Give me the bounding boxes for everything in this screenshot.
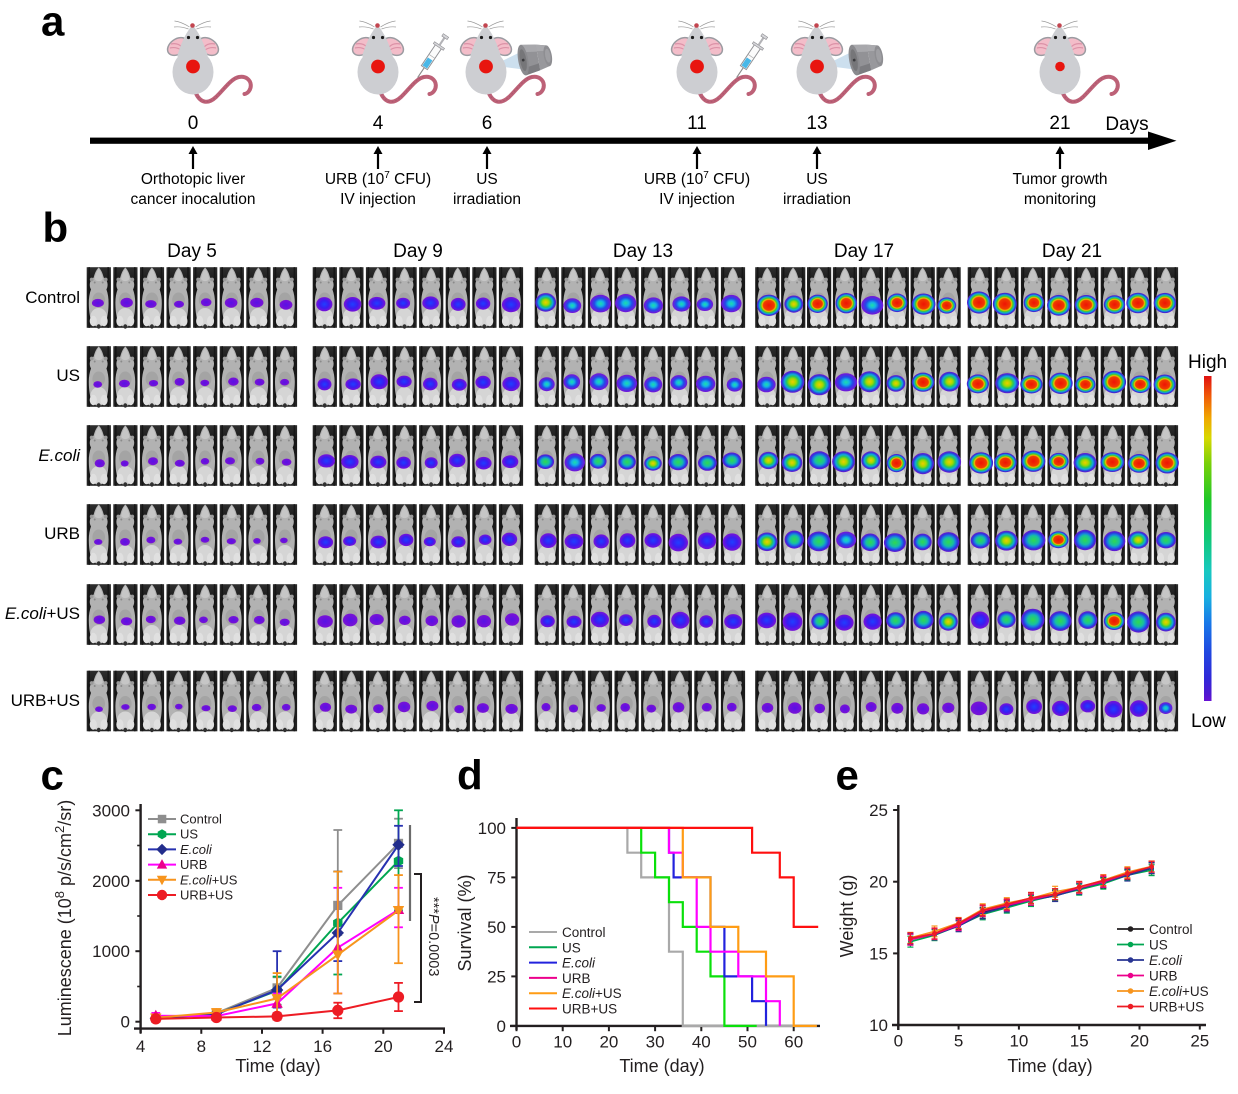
svg-text:10: 10 bbox=[1009, 1032, 1028, 1051]
svg-text:URB+US: URB+US bbox=[1149, 1000, 1204, 1015]
svg-text:25: 25 bbox=[869, 801, 888, 820]
svg-text:24: 24 bbox=[435, 1037, 454, 1056]
svg-text:E.coli: E.coli bbox=[180, 842, 213, 857]
svg-text:URB: URB bbox=[180, 857, 207, 872]
svg-text:d: d bbox=[457, 752, 483, 799]
svg-text:5: 5 bbox=[954, 1032, 963, 1051]
svg-text:10: 10 bbox=[553, 1033, 572, 1052]
svg-text:8: 8 bbox=[197, 1037, 206, 1056]
svg-text:0: 0 bbox=[512, 1033, 521, 1052]
svg-text:75: 75 bbox=[487, 868, 506, 887]
svg-text:Control: Control bbox=[180, 812, 222, 827]
svg-text:25: 25 bbox=[1190, 1032, 1209, 1051]
svg-text:E.coli: E.coli bbox=[1149, 953, 1183, 968]
svg-text:16: 16 bbox=[313, 1037, 332, 1056]
svg-text:b: b bbox=[43, 204, 69, 251]
svg-text:15: 15 bbox=[869, 944, 888, 963]
svg-text:0: 0 bbox=[121, 1013, 130, 1032]
svg-text:E.coli: E.coli bbox=[562, 956, 596, 971]
svg-text:Control: Control bbox=[1149, 922, 1193, 937]
svg-text:20: 20 bbox=[374, 1037, 393, 1056]
svg-text:c: c bbox=[41, 752, 64, 799]
svg-text:a: a bbox=[41, 0, 65, 45]
svg-text:60: 60 bbox=[784, 1033, 803, 1052]
svg-text:US: US bbox=[562, 940, 581, 955]
svg-text:20: 20 bbox=[869, 873, 888, 892]
svg-text:***P=0.0003: ***P=0.0003 bbox=[425, 897, 441, 976]
svg-text:10: 10 bbox=[869, 1016, 888, 1035]
svg-text:Time (day): Time (day) bbox=[619, 1056, 704, 1076]
svg-text:Weight (g): Weight (g) bbox=[837, 875, 857, 958]
svg-text:3000: 3000 bbox=[92, 801, 130, 820]
svg-text:Survival (%): Survival (%) bbox=[455, 874, 475, 971]
svg-text:20: 20 bbox=[599, 1033, 618, 1052]
svg-text:20: 20 bbox=[1130, 1032, 1149, 1051]
svg-text:E.coli+US: E.coli+US bbox=[180, 872, 238, 887]
svg-text:Luminescene (108 p/s/cm2/sr): Luminescene (108 p/s/cm2/sr) bbox=[52, 800, 76, 1037]
svg-text:25: 25 bbox=[487, 967, 506, 986]
svg-text:URB+US: URB+US bbox=[562, 1002, 617, 1017]
svg-text:Time (day): Time (day) bbox=[1007, 1056, 1092, 1076]
svg-text:E.coli+US: E.coli+US bbox=[1149, 984, 1209, 999]
svg-text:US: US bbox=[180, 827, 198, 842]
svg-text:Time (day): Time (day) bbox=[235, 1056, 320, 1076]
svg-text:URB+US: URB+US bbox=[180, 888, 233, 903]
svg-text:URB: URB bbox=[562, 971, 591, 986]
svg-text:50: 50 bbox=[487, 918, 506, 937]
svg-text:Control: Control bbox=[562, 925, 606, 940]
svg-text:4: 4 bbox=[136, 1037, 145, 1056]
svg-text:E.coli+US: E.coli+US bbox=[562, 986, 622, 1001]
svg-text:15: 15 bbox=[1070, 1032, 1089, 1051]
svg-text:50: 50 bbox=[738, 1033, 757, 1052]
svg-text:1000: 1000 bbox=[92, 942, 130, 961]
svg-text:40: 40 bbox=[692, 1033, 711, 1052]
svg-text:e: e bbox=[836, 752, 859, 799]
svg-text:100: 100 bbox=[478, 819, 506, 838]
svg-text:0: 0 bbox=[894, 1032, 903, 1051]
svg-text:12: 12 bbox=[253, 1037, 272, 1056]
svg-text:0: 0 bbox=[497, 1017, 506, 1036]
svg-text:US: US bbox=[1149, 938, 1168, 953]
svg-text:URB: URB bbox=[1149, 969, 1178, 984]
svg-text:30: 30 bbox=[646, 1033, 665, 1052]
svg-text:2000: 2000 bbox=[92, 872, 130, 891]
